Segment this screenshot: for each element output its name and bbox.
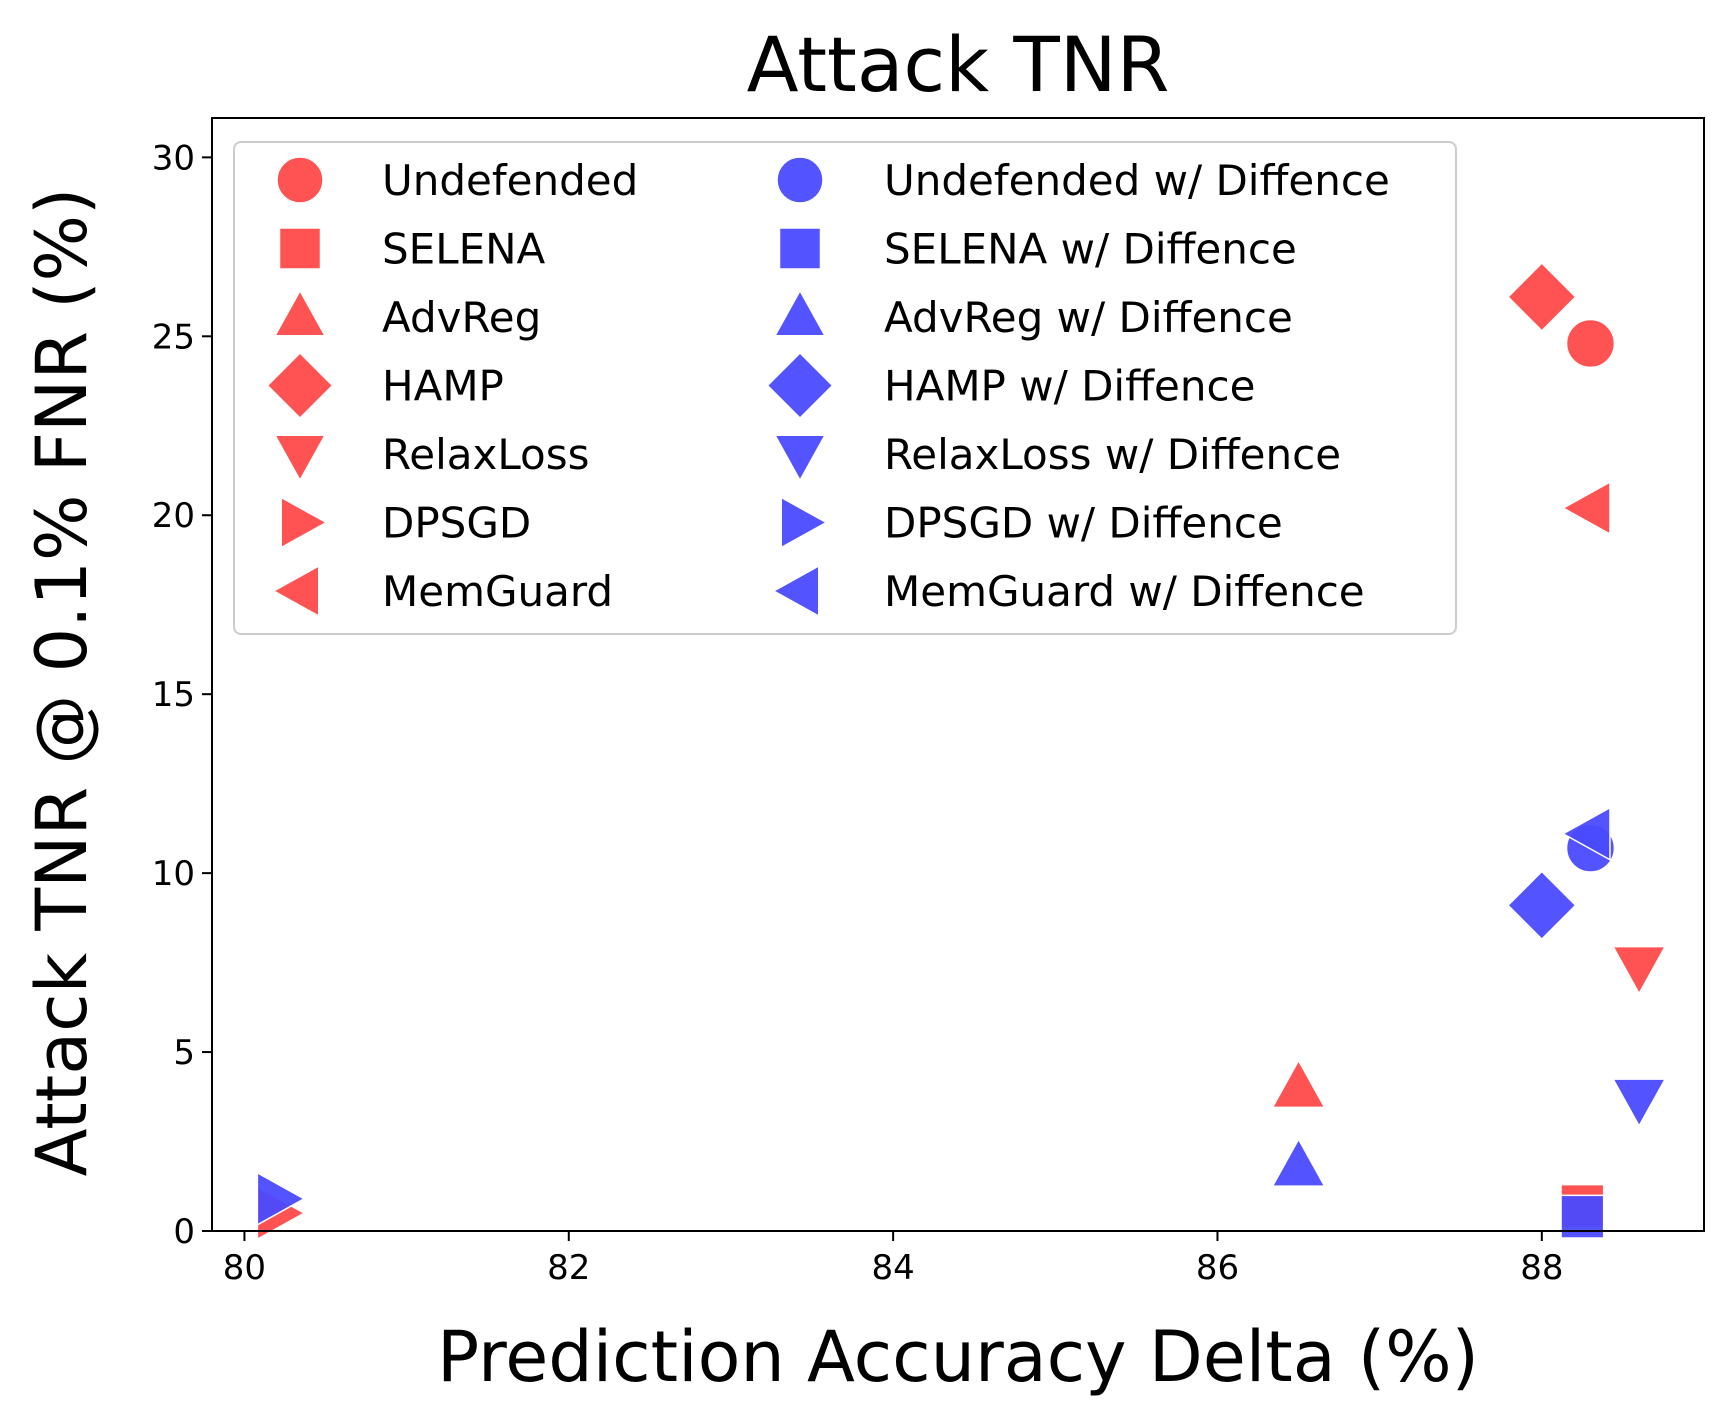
legend-marker-selena [278,227,322,270]
point-hamp [1506,262,1577,332]
point-undefended [1565,318,1616,369]
x-axis-ticks: 80 82 84 86 88 [223,1231,1563,1288]
legend-label-hamp: HAMP [382,362,504,411]
x-axis-label: Prediction Accuracy Delta (%) [437,1316,1479,1398]
legend-marker-advreg-w-diffence [773,289,827,337]
y-tick-label: 15 [152,675,195,715]
legend-marker-undefended-w-diffence [776,156,824,204]
legend-label-memguard: MemGuard [382,567,613,616]
legend-label-dpsgd: DPSGD [382,499,531,548]
legend-label-advreg-w-diffence: AdvReg w/ Diffence [884,293,1293,342]
point-advreg-w-diffence [1271,1137,1326,1187]
legend-marker-memguard [272,564,320,618]
x-tick-label: 80 [223,1248,266,1288]
legend-marker-hamp [266,351,334,420]
point-relaxloss [1611,945,1667,996]
point-dpsgd-w-diffence [256,1171,306,1227]
legend-label-hamp-w-diffence: HAMP w/ Diffence [884,362,1255,411]
point-relaxloss-w-diffence [1611,1078,1667,1128]
legend-marker-memguard-w-diffence [772,564,820,618]
legend-marker-selena-w-diffence [778,227,822,270]
legend-label-selena-w-diffence: SELENA w/ Diffence [884,225,1297,274]
legend-label-advreg: AdvReg [382,293,541,342]
y-tick-label: 25 [152,317,195,357]
legend-label-undefended-w-diffence: Undefended w/ Diffence [884,156,1390,205]
y-axis-ticks: 0 5 10 15 20 25 30 [152,138,212,1252]
legend-label-relaxloss-w-diffence: RelaxLoss w/ Diffence [884,430,1341,479]
legend: Undefended SELENA AdvReg HAMP RelaxLoss DPSGD… [233,141,1457,635]
legend-label-relaxloss: RelaxLoss [382,430,590,479]
legend-marker-dpsgd [280,496,328,549]
point-hamp-w-diffence [1506,870,1577,941]
y-tick-label: 0 [173,1212,195,1252]
legend-marker-dpsgd-w-diffence [780,496,828,549]
y-axis-label: Attack TNR @ 0.1% FNR (%) [21,188,103,1177]
y-tick-label: 10 [152,854,195,894]
x-tick-label: 84 [871,1248,914,1288]
legend-label-dpsgd-w-diffence: DPSGD w/ Diffence [884,499,1283,548]
y-tick-label: 30 [152,138,195,178]
x-tick-label: 82 [547,1248,590,1288]
legend-marker-relaxloss-w-diffence [773,434,827,482]
plot-frame [211,117,1705,1232]
point-advreg [1271,1059,1326,1109]
point-memguard-w-diffence [1561,806,1611,862]
legend-label-selena: SELENA [382,225,546,274]
legend-box [233,141,1457,635]
legend-marker-undefended [276,156,324,204]
y-tick-label: 5 [173,1033,195,1073]
legend-marker-relaxloss [273,434,327,482]
y-tick-label: 20 [152,496,195,536]
legend-label-undefended: Undefended [382,156,638,205]
legend-marker-hamp-w-diffence [766,351,834,420]
x-tick-label: 88 [1520,1248,1563,1288]
legend-marker-advreg [273,289,327,337]
legend-label-memguard-w-diffence: MemGuard w/ Diffence [884,567,1365,616]
point-memguard [1561,480,1611,536]
x-tick-label: 86 [1196,1248,1239,1288]
chart-title: Attack TNR [747,20,1170,109]
